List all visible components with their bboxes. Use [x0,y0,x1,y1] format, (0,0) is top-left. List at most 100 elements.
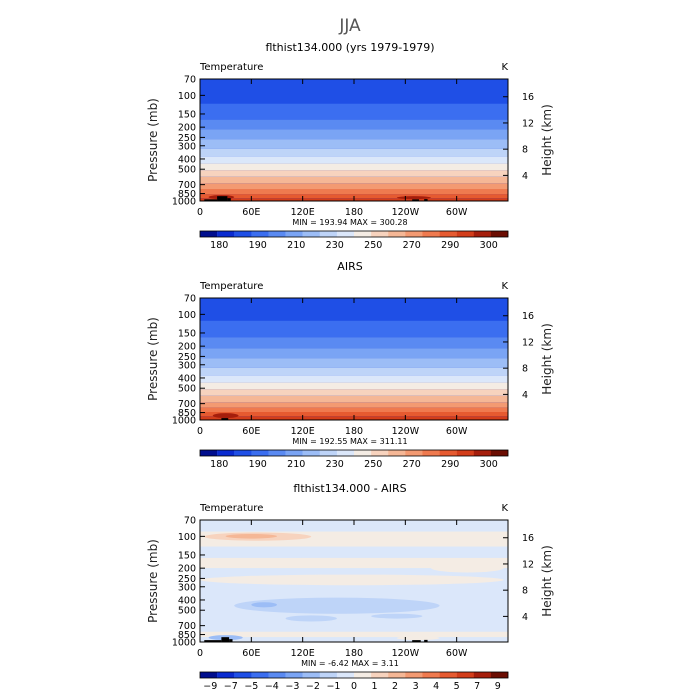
colorbar-swatch [285,450,303,456]
y-tick-label: 100 [178,532,196,543]
y-tick-label: 70 [184,294,196,305]
colorbar-swatch [251,672,269,678]
contour-band [200,176,508,184]
colorbar-swatch [251,450,269,456]
height-tick-label: 16 [522,311,534,322]
height-tick-label: 12 [522,337,534,348]
colorbar: −9 −7 −5 −4 −3 −2 −1 0 1 2 3 4 5 7 9 [199,671,509,692]
x-tick-label: 60E [242,207,260,218]
y-tick-label: 300 [178,141,196,152]
y-tick-label: 400 [178,154,196,165]
colorbar-swatch [490,450,509,456]
panel-1: flthist134.000 (yrs 1979-1979)Temperatur… [146,41,554,251]
x-tick-label: 60W [446,648,468,659]
colorbar-label: 180 [210,459,228,470]
colorbar-swatch [302,231,320,237]
colorbar-swatch [200,231,218,237]
colorbar-swatch [371,672,389,678]
topography-mask [412,199,420,201]
x-tick-label: 60W [446,426,468,437]
contour-band [200,389,508,396]
x-tick-label: 60W [446,207,468,218]
colorbar-label: 3 [413,681,419,692]
contour-band [200,412,508,417]
contour-patch [200,574,504,586]
x-tick-label: 60E [242,426,260,437]
colorbar-label: 230 [326,459,344,470]
units-label: K [501,62,508,73]
colorbar-label: 270 [403,459,421,470]
contour-band [200,557,508,569]
height-tick-label: 4 [522,171,528,182]
colorbar-label: 230 [326,240,344,251]
x-tick-label: 0 [197,648,203,659]
y-tick-label: 300 [178,360,196,371]
height-tick-label: 4 [522,612,528,623]
contour-band [200,407,508,413]
colorbar-swatch [234,672,252,678]
contour-band [200,163,508,171]
x-tick-label: 120W [392,648,420,659]
contour-band [200,546,508,558]
colorbar-label: −2 [306,681,320,692]
x-tick-label: 120W [392,207,420,218]
colorbar-swatch [336,672,355,678]
colorbar-swatch [490,231,509,237]
colorbar-swatch [302,672,320,678]
contour-patch [251,602,277,608]
y-axis-label-right: Height (km) [540,323,554,394]
y-tick-label: 700 [178,621,196,632]
colorbar-swatch [388,672,406,678]
y-tick-label: 200 [178,123,196,134]
contour-band [200,402,508,408]
panel-title: AIRS [337,260,362,273]
plot-area [200,298,508,420]
variable-label: Temperature [199,503,263,514]
y-tick-label: 850 [178,630,196,641]
y-tick-label: 400 [178,595,196,606]
colorbar-swatch [439,450,457,456]
colorbar-swatch [302,450,320,456]
y-tick-label: 850 [178,189,196,200]
colorbar-swatch [336,231,355,237]
colorbar-frame [199,671,509,679]
height-tick-label: 16 [522,92,534,103]
colorbar-label: 190 [249,240,267,251]
contour-patch [396,636,440,641]
colorbar-label: 190 [249,459,267,470]
colorbar-label: 7 [474,681,480,692]
colorbar-swatch [200,672,218,678]
x-tick-label: 120E [291,426,315,437]
colorbar-frame [199,230,509,238]
colorbar-swatch [285,672,303,678]
height-tick-label: 8 [522,586,528,597]
height-tick-label: 12 [522,559,534,570]
contour-band [200,189,508,195]
colorbar-swatch [405,450,423,456]
height-tick-label: 8 [522,364,528,375]
topography-mask [412,640,421,642]
y-tick-label: 70 [184,75,196,86]
contour-patch [225,534,277,539]
min-max-label: MIN = 193.94 MAX = 300.28 [292,218,407,227]
colorbar-swatch [354,450,372,456]
y-tick-label: 150 [178,109,196,120]
panel-title: flthist134.000 (yrs 1979-1979) [265,41,434,54]
colorbar-swatch [251,231,269,237]
contour-band [200,375,508,383]
colorbar-swatch [268,450,286,456]
topography-mask [221,637,230,642]
topography-mask [204,640,222,642]
colorbar-swatch [319,450,338,456]
colorbar-label: −9 [203,681,217,692]
colorbar-label: −3 [285,681,299,692]
colorbar-label: 5 [454,681,460,692]
colorbar-swatch [200,450,218,456]
colorbar-swatch [473,231,492,237]
colorbar-label: −4 [265,681,279,692]
y-tick-label: 200 [178,564,196,575]
colorbar-swatch [439,231,457,237]
colorbar-swatch [268,672,286,678]
colorbar-swatch [456,672,474,678]
colorbar-label: 180 [210,240,228,251]
